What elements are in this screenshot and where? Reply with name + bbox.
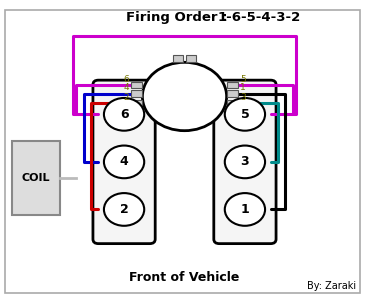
Circle shape (225, 193, 265, 226)
Bar (13, 141, 60, 215)
Text: 3: 3 (240, 93, 246, 102)
Text: 1: 1 (240, 83, 246, 92)
Text: By: Zaraki: By: Zaraki (307, 281, 356, 291)
Circle shape (225, 146, 265, 178)
FancyBboxPatch shape (214, 80, 276, 244)
Text: Front of Vehicle: Front of Vehicle (129, 271, 240, 284)
Text: 5: 5 (241, 108, 249, 121)
Circle shape (104, 146, 144, 178)
Circle shape (104, 98, 144, 131)
Text: 4: 4 (124, 83, 129, 92)
FancyBboxPatch shape (93, 80, 155, 244)
Text: COIL: COIL (22, 173, 51, 183)
Bar (227, 100, 238, 106)
Text: 5: 5 (240, 75, 246, 84)
Text: 6: 6 (123, 75, 129, 84)
Bar (131, 100, 142, 106)
Circle shape (225, 98, 265, 131)
Text: 6: 6 (120, 108, 128, 121)
Text: Firing Order :: Firing Order : (126, 11, 232, 24)
Bar (227, 82, 238, 88)
Text: 3: 3 (241, 155, 249, 168)
Circle shape (104, 193, 144, 226)
Bar (227, 90, 238, 97)
Bar (131, 90, 142, 97)
Circle shape (142, 62, 227, 131)
Text: 4: 4 (120, 155, 128, 168)
Text: 1: 1 (241, 203, 249, 216)
Text: 2: 2 (124, 93, 129, 102)
Bar (173, 55, 183, 62)
Text: 1-6-5-4-3-2: 1-6-5-4-3-2 (217, 11, 301, 24)
Bar (131, 82, 142, 88)
Text: 2: 2 (120, 203, 128, 216)
Bar (186, 55, 196, 62)
